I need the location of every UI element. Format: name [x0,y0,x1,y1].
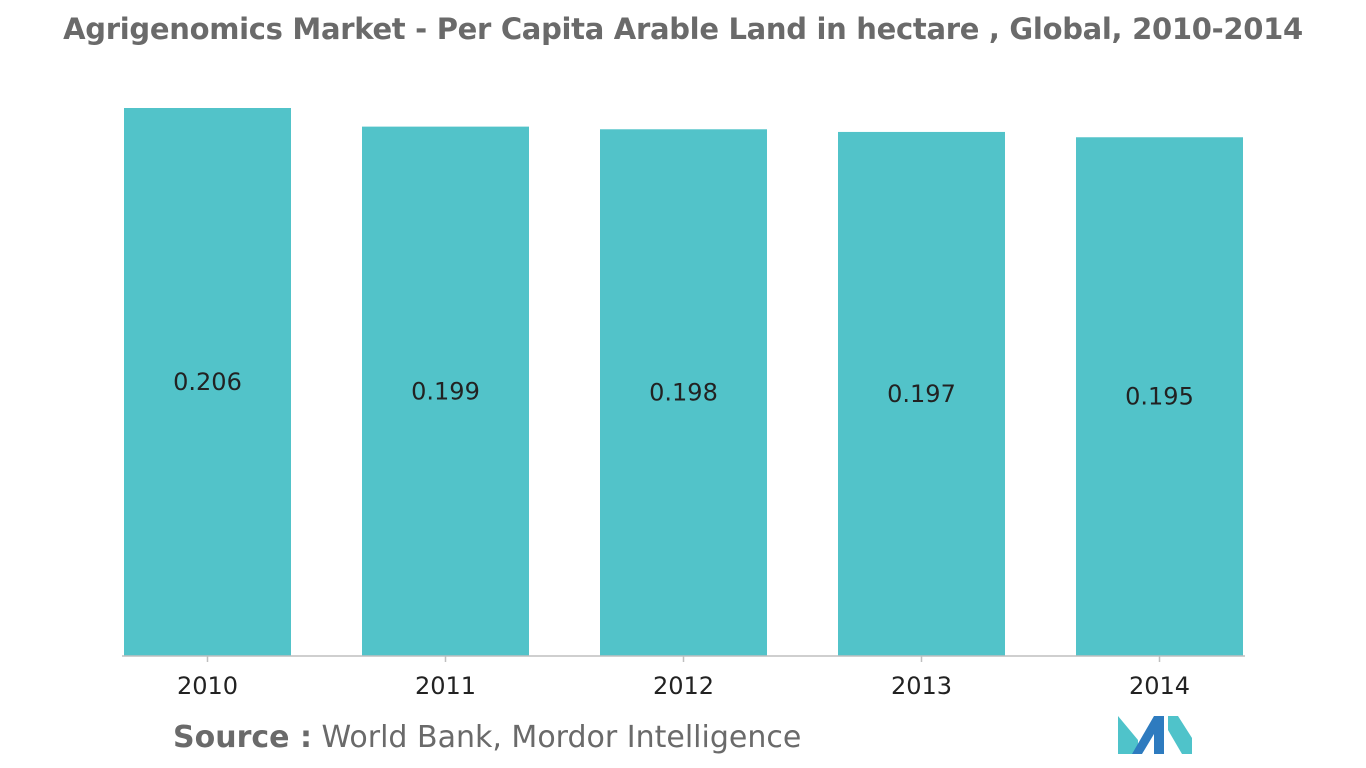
mordor-intelligence-logo-icon [1118,716,1192,754]
data-label-2012: 0.198 [649,379,718,407]
x-tick-label-2011: 2011 [415,672,476,700]
logo-left-shape [1118,716,1138,754]
bar-2012 [600,129,767,656]
x-axis-labels: 2010 2011 2012 2013 2014 [177,672,1190,700]
data-label-2011: 0.199 [411,377,480,405]
data-label-2010: 0.206 [173,368,242,396]
source-text: World Bank, Mordor Intelligence [321,720,802,755]
chart-title: Agrigenomics Market - Per Capita Arable … [63,12,1303,46]
bar-2010 [124,108,291,656]
x-tick-label-2013: 2013 [891,672,952,700]
x-tick-label-2010: 2010 [177,672,238,700]
data-label-2013: 0.197 [887,380,956,408]
logo-right-shape [1168,716,1192,754]
bar-2014 [1076,137,1243,656]
bar-2011 [362,126,529,657]
x-tick-label-2014: 2014 [1129,672,1190,700]
data-labels: 0.206 0.199 0.198 0.197 0.195 [173,368,1194,411]
source-label: Source : [173,720,312,755]
data-label-2014: 0.195 [1125,383,1194,411]
logo-middle-shape [1132,716,1164,754]
x-axis-ticks [206,656,1161,662]
bar-2013 [838,131,1005,656]
x-tick-label-2012: 2012 [653,672,714,700]
bars-layer [124,108,1243,657]
source-line: Source : World Bank, Mordor Intelligence [173,720,801,755]
